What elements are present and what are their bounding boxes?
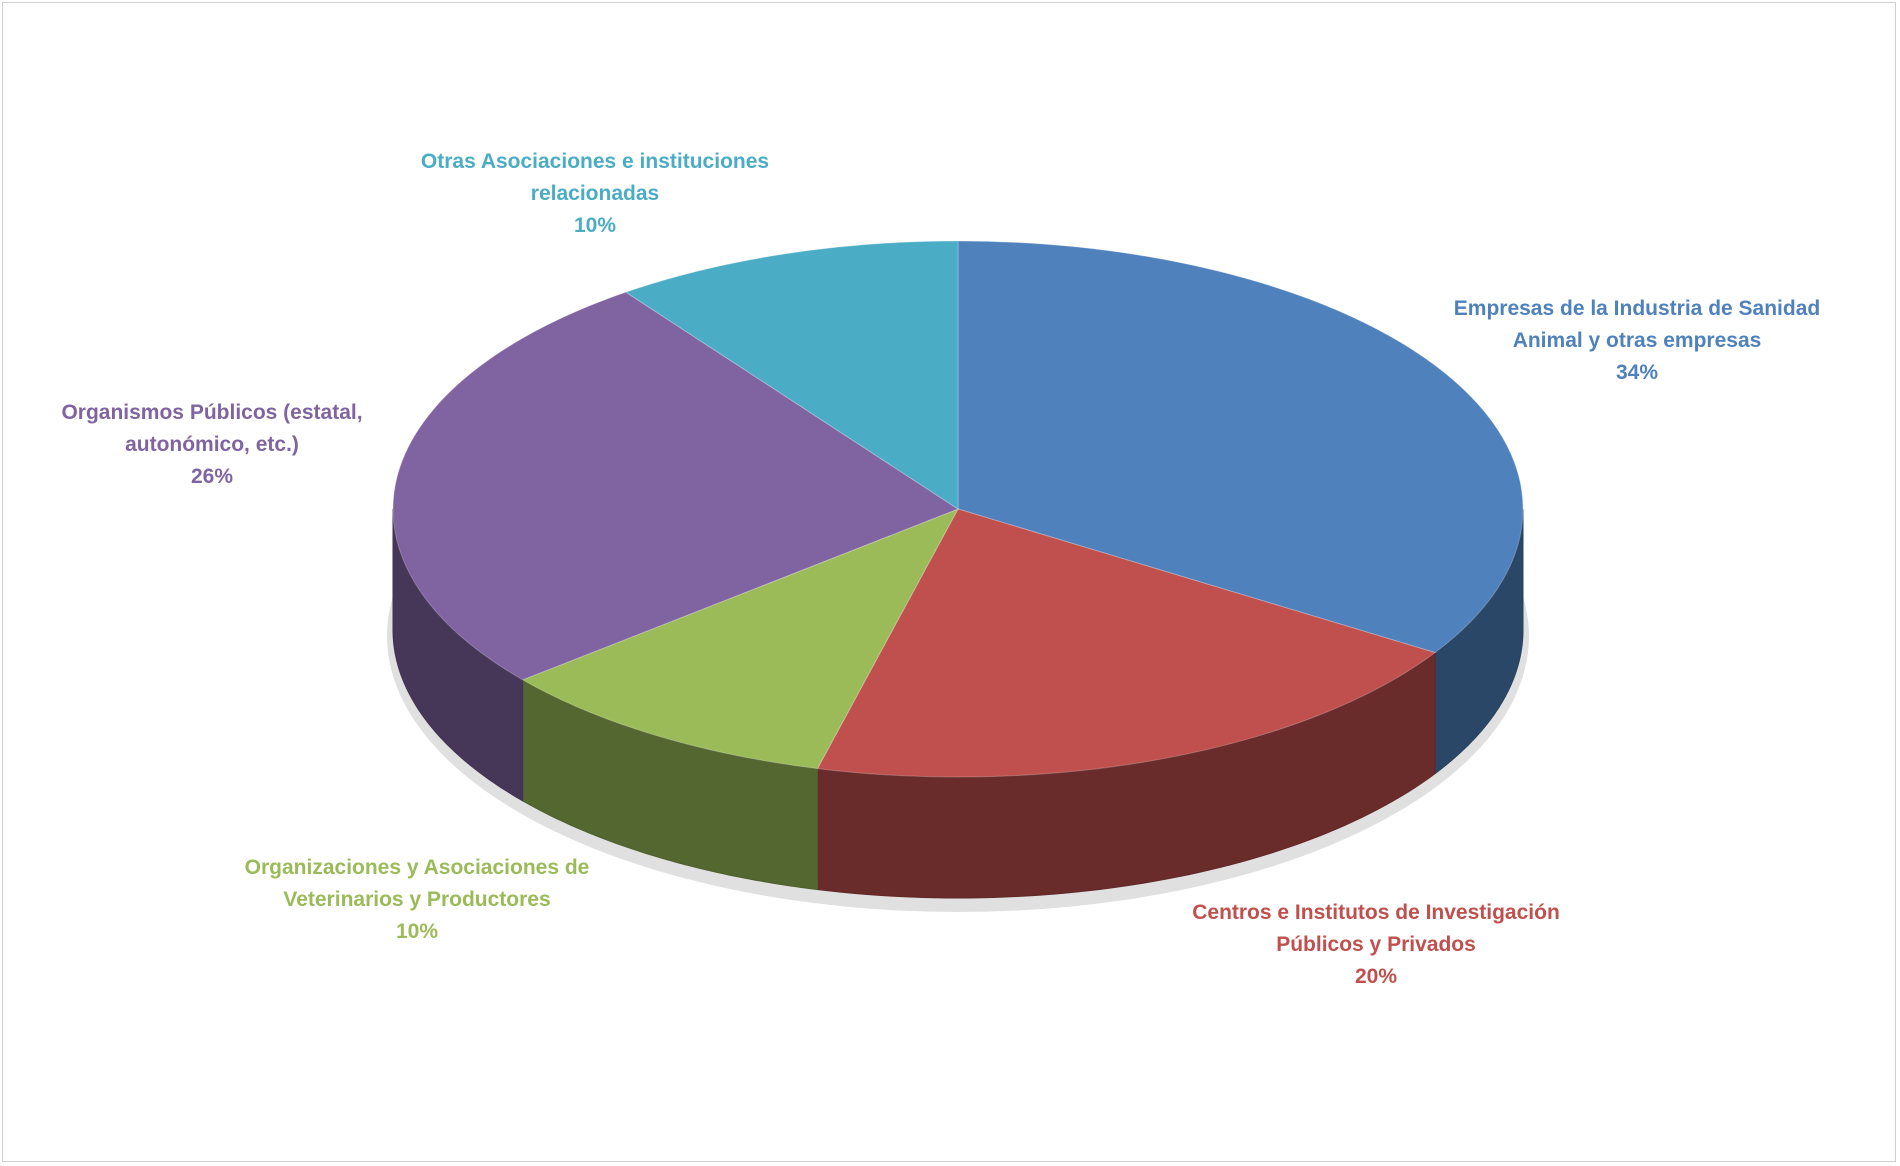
data-label: Empresas de la Industria de Sanidad Anim… (1432, 293, 1842, 389)
data-label: Organismos Públicos (estatal, autonómico… (32, 397, 392, 493)
value-label: 26% (190, 465, 234, 488)
category-label: Organismos Públicos (estatal, autonómico… (61, 401, 363, 456)
category-label: Centros e Institutos de Investigación Pú… (1192, 901, 1560, 956)
value-label: 34% (1615, 361, 1659, 384)
category-label: Empresas de la Industria de Sanidad Anim… (1453, 297, 1821, 352)
category-label: Organizaciones y Asociaciones de Veterin… (244, 856, 590, 911)
value-label: 10% (573, 214, 617, 237)
data-label: Centros e Institutos de Investigación Pú… (1166, 897, 1586, 993)
data-label: Otras Asociaciones e instituciones relac… (385, 146, 805, 242)
slice (957, 240, 1524, 654)
slice (816, 508, 1437, 778)
slice (392, 291, 960, 681)
category-label: Otras Asociaciones e instituciones relac… (420, 150, 770, 205)
data-label: Organizaciones y Asociaciones de Veterin… (217, 852, 617, 948)
value-label: 10% (395, 920, 439, 943)
slice (624, 240, 959, 510)
slice (521, 508, 960, 770)
value-label: 20% (1354, 965, 1398, 988)
